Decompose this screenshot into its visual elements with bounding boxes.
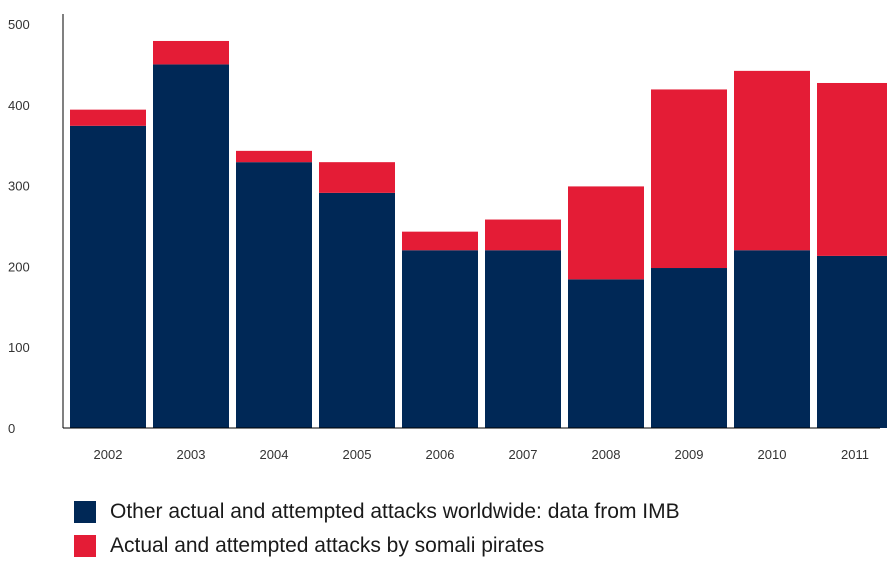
x-tick-label: 2006 (426, 447, 455, 462)
legend: Other actual and attempted attacks world… (74, 500, 680, 568)
bar-other-attacks (817, 255, 887, 428)
legend-item-other-attacks: Other actual and attempted attacks world… (74, 500, 680, 524)
y-tick-label: 500 (8, 17, 30, 32)
x-axis-ticks: 2002 2003 2004 2005 2006 2007 2008 2009 2010 2011 (94, 447, 869, 462)
y-tick-label: 0 (8, 421, 15, 436)
bar-other-attacks (734, 250, 810, 428)
y-tick-label: 300 (8, 179, 30, 194)
bar-other-attacks (153, 64, 229, 429)
bar-other-attacks (319, 192, 395, 428)
x-tick-label: 2004 (260, 447, 289, 462)
x-tick-label: 2007 (509, 447, 538, 462)
x-tick-label: 2003 (177, 447, 206, 462)
bar-somali-pirates (236, 150, 312, 163)
legend-label-other-attacks: Other actual and attempted attacks world… (110, 500, 680, 523)
y-tick-label: 400 (8, 98, 30, 113)
bar-somali-pirates (402, 231, 478, 251)
bar-somali-pirates (568, 186, 644, 280)
bar-other-attacks (651, 268, 727, 428)
y-tick-label: 200 (8, 259, 30, 274)
bars (70, 40, 887, 429)
bar-somali-pirates (319, 162, 395, 193)
bar-somali-pirates (153, 40, 229, 65)
legend-swatch-somali-pirates (74, 535, 96, 557)
bar-somali-pirates (70, 109, 146, 126)
bar-somali-pirates (651, 89, 727, 269)
legend-item-somali-pirates: Actual and attempted attacks by somali p… (74, 534, 680, 558)
legend-swatch-other-attacks (74, 501, 96, 523)
x-tick-label: 2002 (94, 447, 123, 462)
bar-other-attacks (402, 250, 478, 428)
y-tick-label: 100 (8, 340, 30, 355)
x-tick-label: 2010 (758, 447, 787, 462)
x-tick-label: 2005 (343, 447, 372, 462)
bar-somali-pirates (485, 219, 561, 251)
bar-other-attacks (485, 250, 561, 428)
bar-other-attacks (568, 279, 644, 428)
bar-other-attacks (236, 162, 312, 428)
bar-somali-pirates (734, 70, 810, 251)
x-tick-label: 2008 (592, 447, 621, 462)
bar-other-attacks (70, 125, 146, 429)
y-axis-ticks: 0 100 200 300 400 500 (8, 17, 30, 436)
bar-somali-pirates (817, 82, 887, 256)
legend-label-somali-pirates: Actual and attempted attacks by somali p… (110, 534, 545, 557)
x-tick-label: 2009 (675, 447, 704, 462)
x-tick-label: 2011 (841, 447, 869, 462)
